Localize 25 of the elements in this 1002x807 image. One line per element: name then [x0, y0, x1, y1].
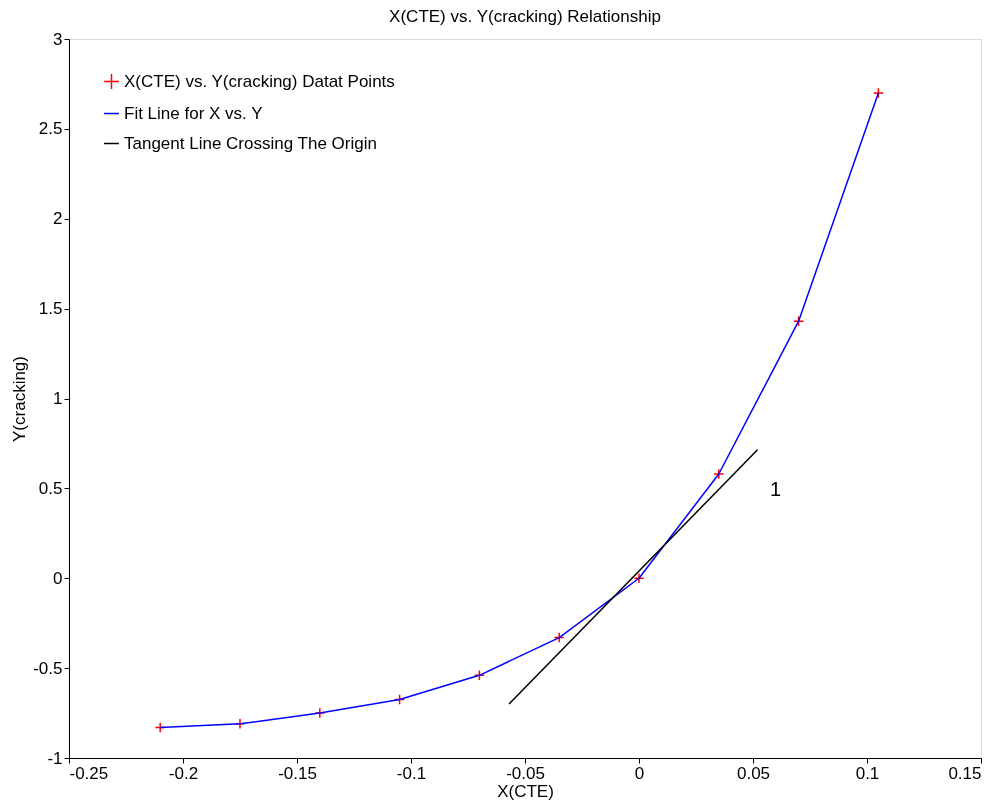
y-tick-label: 0 [53, 568, 63, 588]
x-tick-label: -0.25 [69, 763, 109, 783]
legend-label: X(CTE) vs. Y(cracking) Datat Points [124, 71, 395, 91]
y-tick-label: 2.5 [38, 119, 63, 139]
x-tick-label: -0.15 [278, 763, 317, 783]
legend-label: Fit Line for X vs. Y [124, 103, 263, 123]
x-tick-label: 0 [634, 763, 645, 783]
y-tick-label: -0.5 [33, 658, 63, 678]
y-tick-label: 0.5 [38, 478, 63, 498]
y-tick-label: 1.5 [38, 299, 63, 319]
x-tick-label: -0.2 [168, 763, 199, 783]
x-tick-label: 0.15 [948, 763, 982, 783]
annotation: 1 [770, 477, 782, 500]
y-tick-label: 3 [53, 29, 63, 49]
y-tick-label: 2 [53, 209, 63, 229]
x-axis-title: X(CTE) [497, 781, 554, 801]
y-tick-label: 1 [53, 389, 63, 408]
y-axis-title: Y(cracking) [10, 356, 30, 442]
x-tick-label: -0.1 [396, 763, 427, 783]
x-tick-label: 0.05 [736, 763, 771, 783]
chart-title: X(CTE) vs. Y(cracking) Relationship [389, 7, 661, 26]
x-tick-label: -0.05 [506, 763, 545, 783]
x-tick-label: 0.1 [855, 763, 880, 783]
legend-label: Tangent Line Crossing The Origin [124, 133, 377, 153]
y-tick-label: -1 [47, 748, 63, 768]
